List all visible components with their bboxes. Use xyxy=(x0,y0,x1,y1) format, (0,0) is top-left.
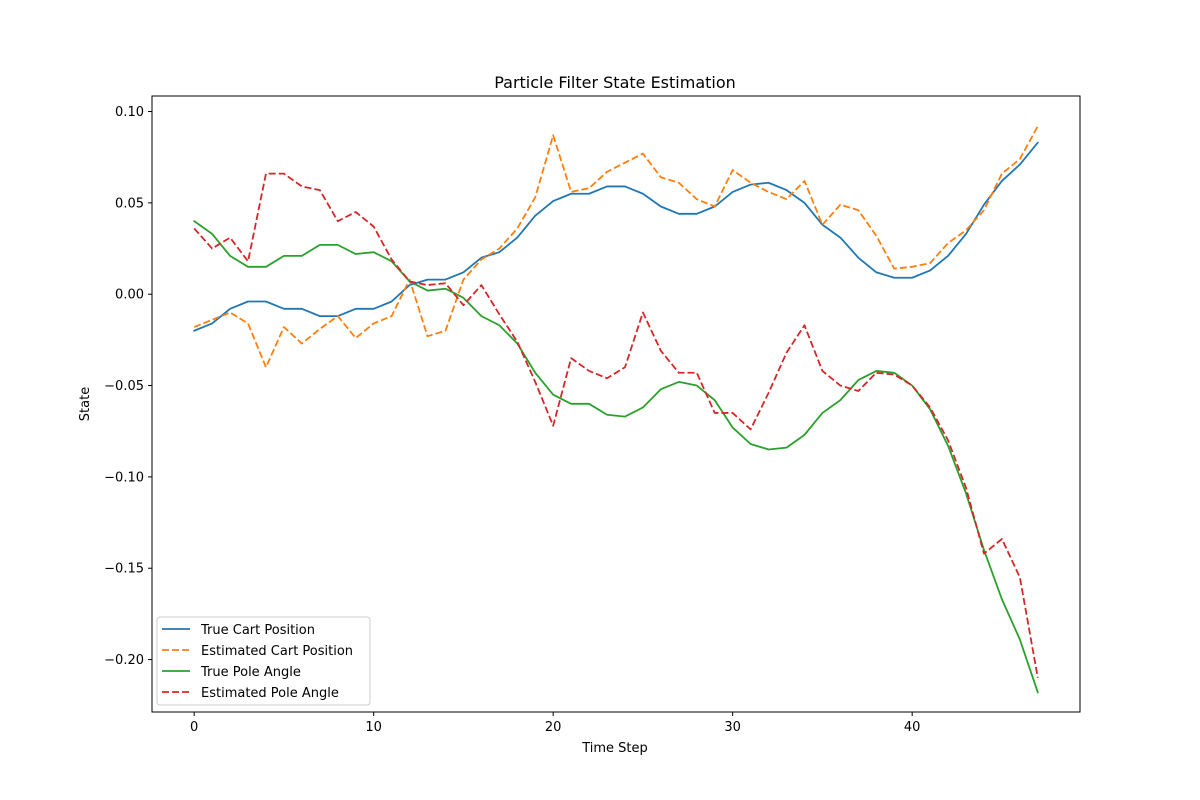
x-axis: 0 10 20 30 40 xyxy=(190,712,920,735)
series-3 xyxy=(193,172,1039,678)
legend-label: True Cart Position xyxy=(200,623,315,638)
x-tick-label: 30 xyxy=(724,720,741,735)
chart-title: Particle Filter State Estimation xyxy=(494,73,736,92)
series-line xyxy=(193,172,1039,678)
x-tick-label: 20 xyxy=(545,720,562,735)
y-axis-label: State xyxy=(78,387,93,421)
legend-label: Estimated Pole Angle xyxy=(201,686,339,701)
y-tick-label: −0.05 xyxy=(104,379,144,394)
y-tick-label: −0.20 xyxy=(104,653,144,668)
series-line xyxy=(193,141,1039,332)
y-tick-label: 0.10 xyxy=(115,105,144,120)
x-tick-label: 40 xyxy=(904,720,921,735)
series-2 xyxy=(193,220,1039,694)
series-layer xyxy=(193,125,1039,694)
legend: True Cart Position Estimated Cart Positio… xyxy=(156,616,371,706)
x-axis-label: Time Step xyxy=(581,741,648,756)
x-tick-label: 0 xyxy=(190,720,198,735)
series-1 xyxy=(193,125,1039,369)
legend-label: Estimated Cart Position xyxy=(201,644,353,659)
y-tick-label: 0.00 xyxy=(115,288,144,303)
series-line xyxy=(193,125,1039,369)
series-line xyxy=(193,220,1039,694)
legend-box xyxy=(156,616,371,706)
x-tick-label: 10 xyxy=(365,720,382,735)
plot-frame xyxy=(151,95,1081,713)
y-axis: −0.20 −0.15 −0.10 −0.05 0.00 0.05 0.10 xyxy=(104,105,152,668)
series-0 xyxy=(193,141,1039,332)
y-tick-label: 0.05 xyxy=(115,196,144,211)
y-tick-label: −0.15 xyxy=(104,562,144,577)
y-tick-label: −0.10 xyxy=(104,470,144,485)
legend-label: True Pole Angle xyxy=(200,665,301,680)
